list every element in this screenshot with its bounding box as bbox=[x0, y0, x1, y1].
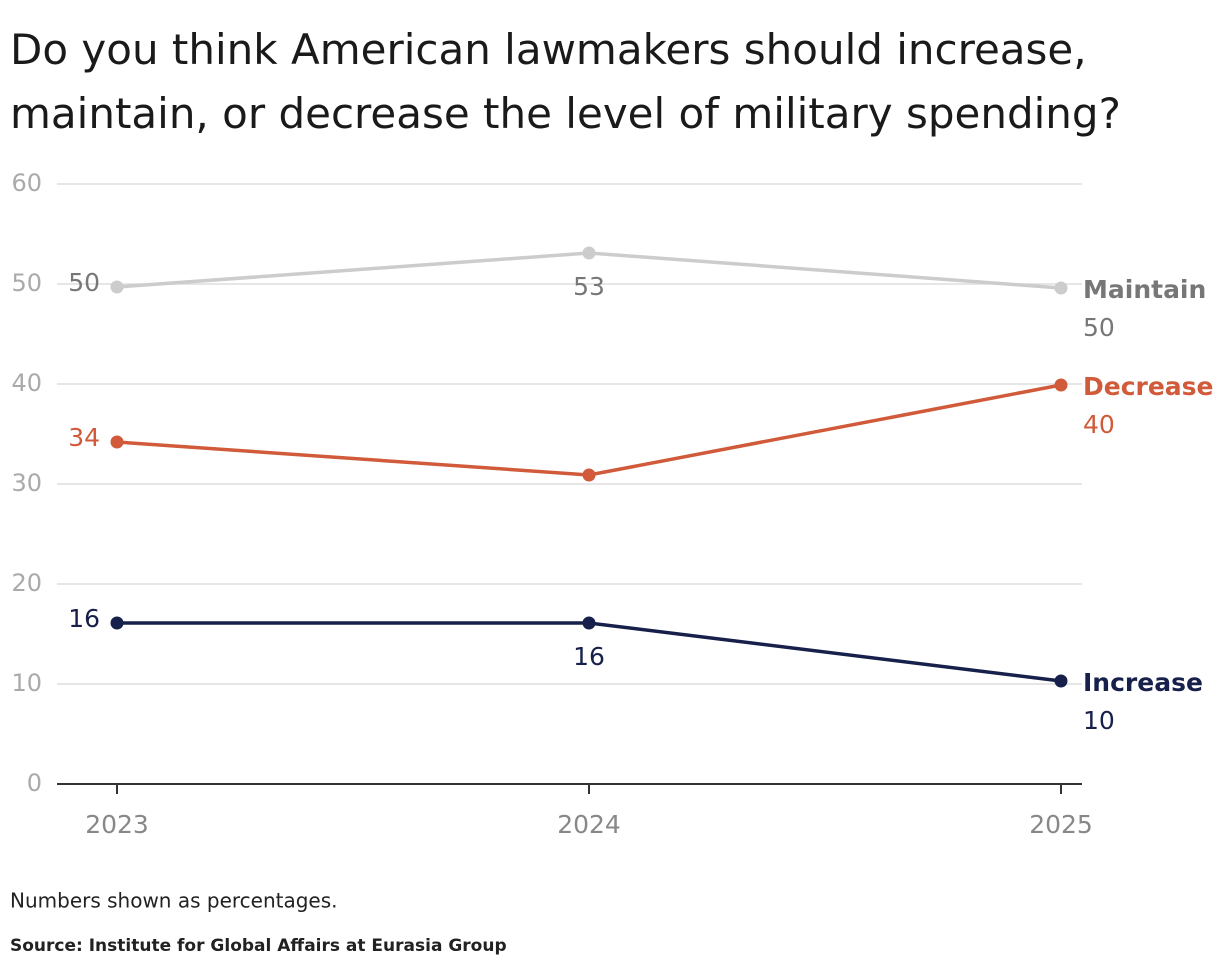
data-label: 53 bbox=[573, 272, 605, 301]
point bbox=[110, 435, 124, 449]
legend-label: Maintain bbox=[1083, 275, 1206, 304]
end-value-label: 50 bbox=[1083, 313, 1115, 342]
y-tick-label: 50 bbox=[11, 269, 42, 297]
point bbox=[110, 616, 124, 630]
point bbox=[110, 280, 124, 294]
series-line bbox=[116, 383, 1062, 477]
note: Numbers shown as percentages. bbox=[10, 889, 338, 913]
point bbox=[582, 246, 596, 260]
x-tick-label: 2025 bbox=[1029, 810, 1093, 839]
point bbox=[1054, 378, 1068, 392]
y-tick-label: 20 bbox=[11, 569, 42, 597]
y-tick-label: 0 bbox=[27, 769, 42, 797]
legend-label: Increase bbox=[1083, 668, 1203, 697]
data-label: 16 bbox=[573, 642, 605, 671]
legend-label: Decrease bbox=[1083, 372, 1214, 401]
y-tick-label: 10 bbox=[11, 669, 42, 697]
point bbox=[582, 468, 596, 482]
x-tick-label: 2024 bbox=[557, 810, 621, 839]
source: Source: Institute for Global Affairs at … bbox=[10, 936, 507, 956]
end-value-label: 10 bbox=[1083, 706, 1115, 735]
point bbox=[1054, 281, 1068, 295]
y-tick-label: 40 bbox=[11, 369, 42, 397]
point bbox=[1054, 674, 1068, 688]
data-label: 34 bbox=[68, 423, 100, 452]
x-tick-label: 2023 bbox=[85, 810, 149, 839]
y-tick-label: 60 bbox=[11, 169, 42, 197]
point bbox=[582, 616, 596, 630]
data-label: 50 bbox=[68, 268, 100, 297]
data-label: 16 bbox=[68, 604, 100, 633]
y-tick-label: 30 bbox=[11, 469, 42, 497]
end-value-label: 40 bbox=[1083, 410, 1115, 439]
chart-title: Do you think American lawmakers should i… bbox=[10, 25, 1121, 138]
